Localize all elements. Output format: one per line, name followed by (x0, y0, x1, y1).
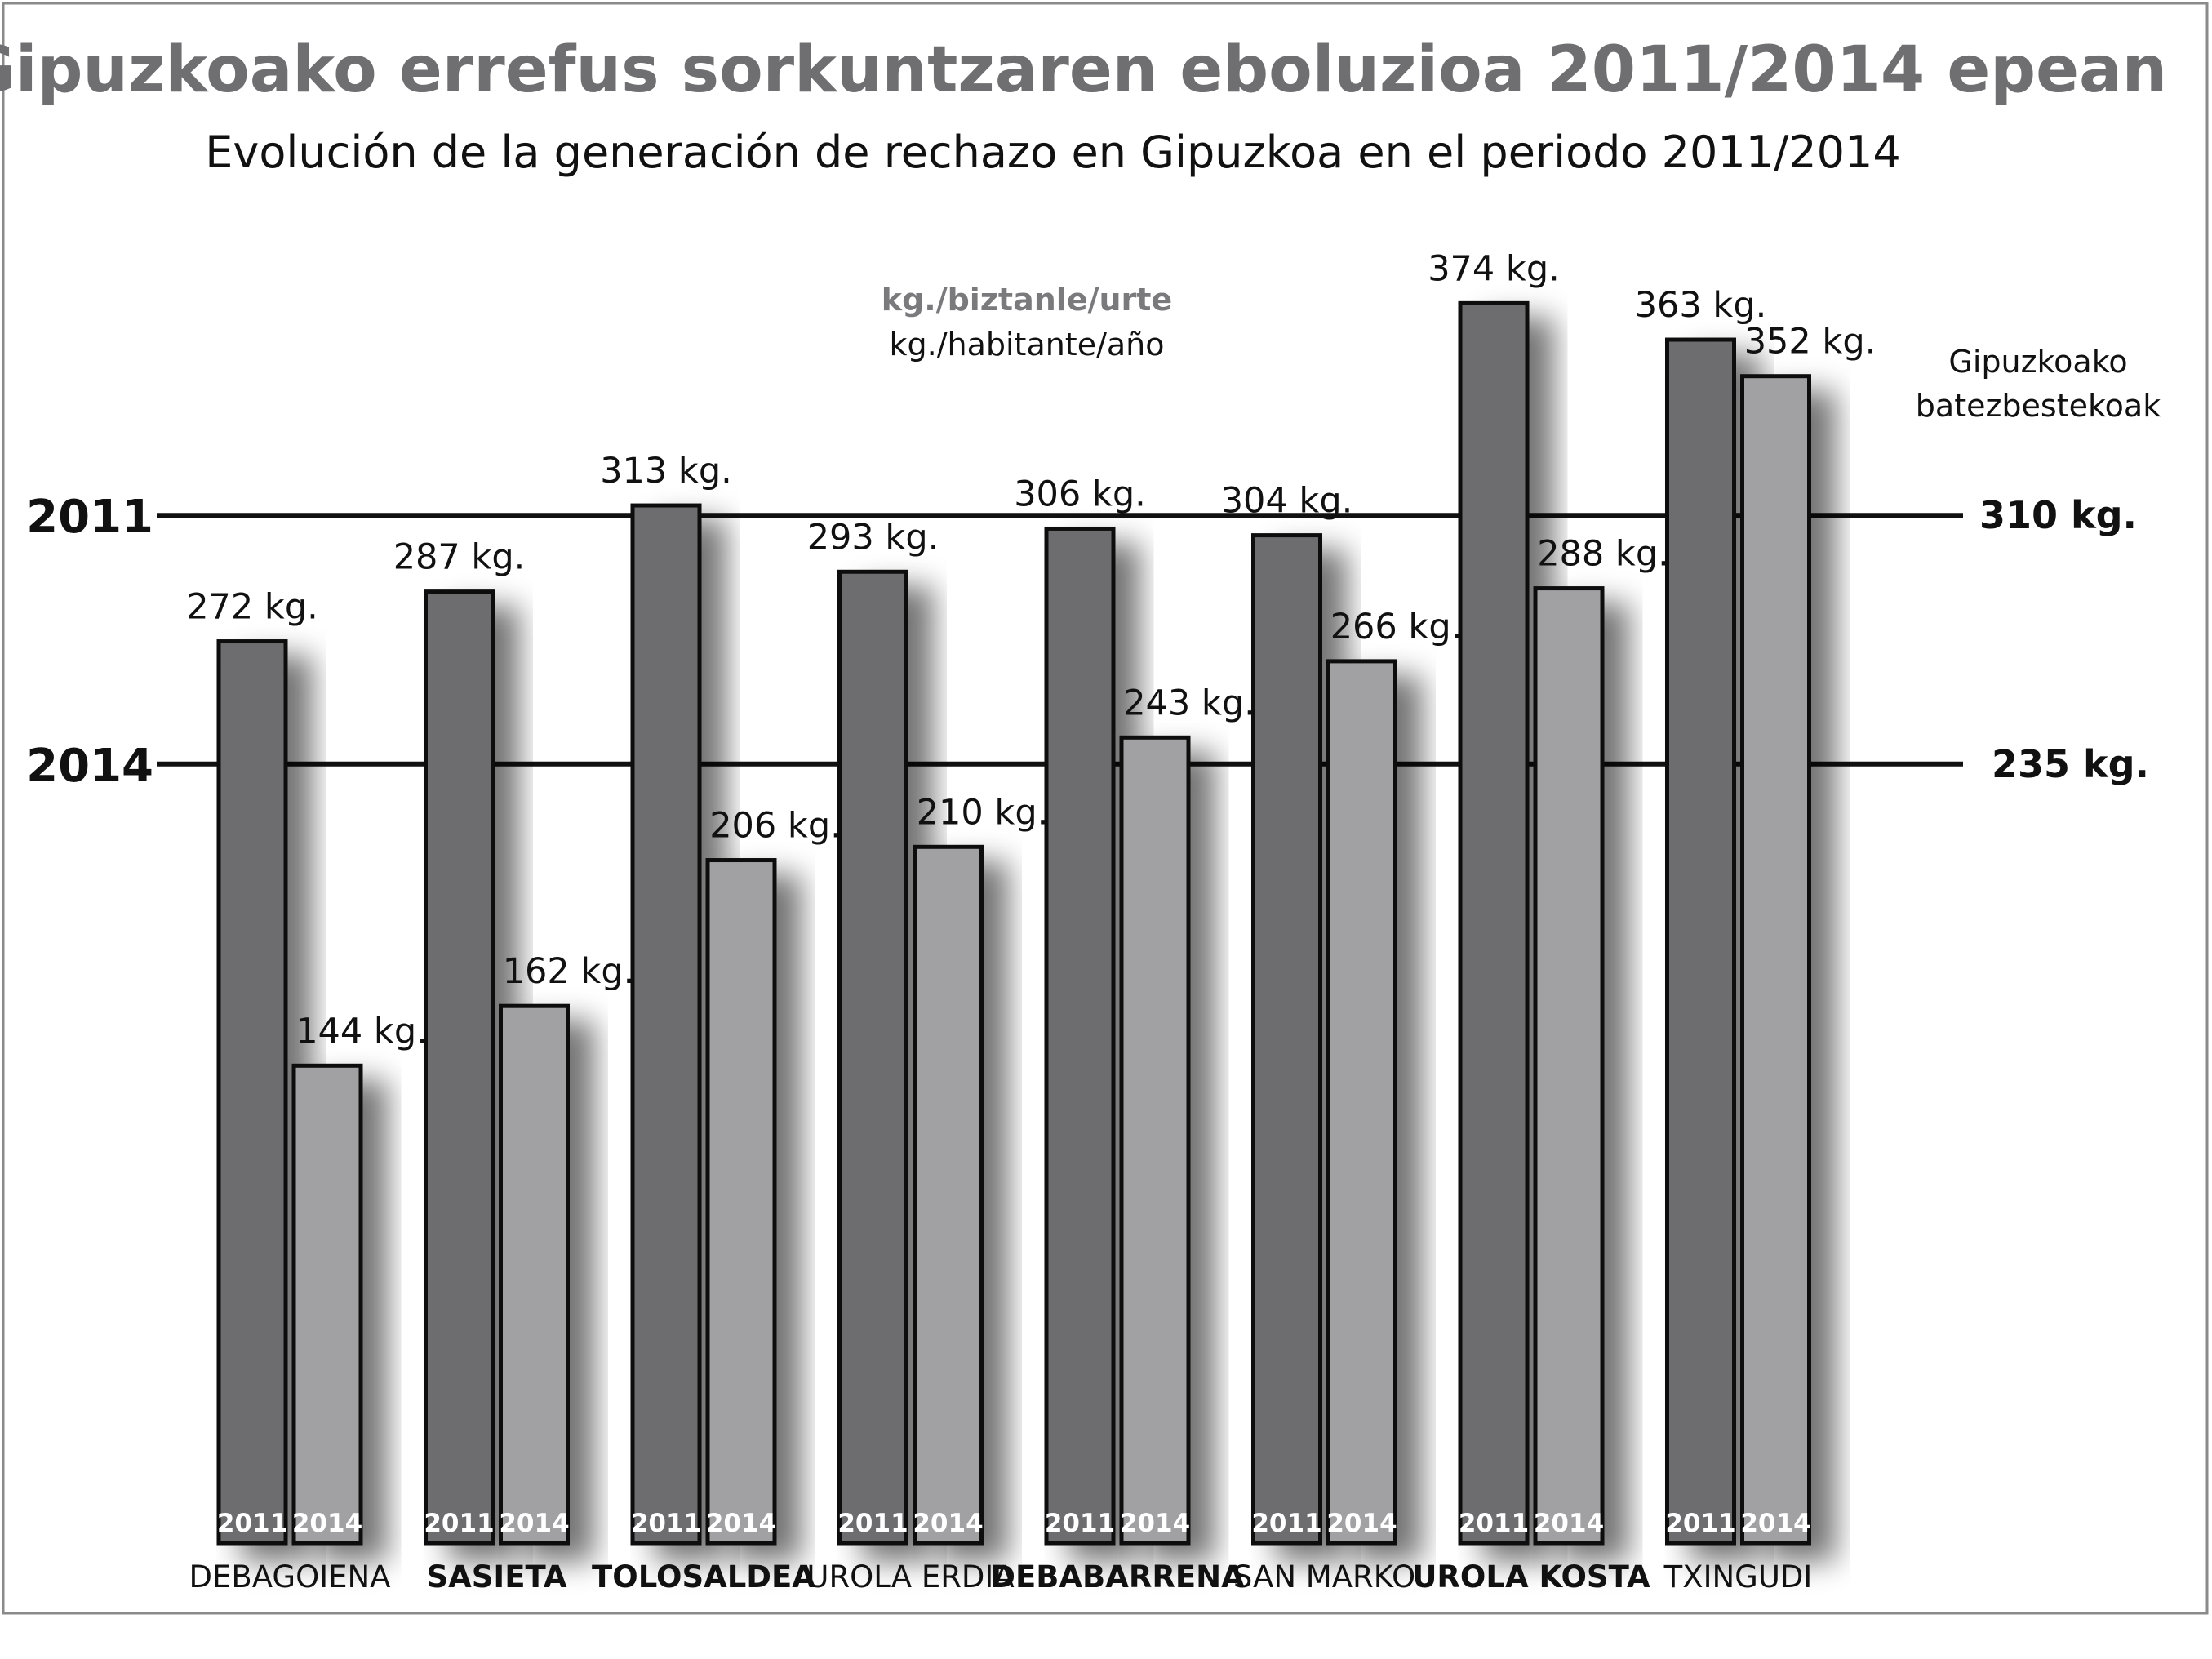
bar-year-tag: 2011 (837, 1509, 908, 1538)
reference-year-label-2011: 2011 (26, 491, 153, 544)
bar-year-tag: 2011 (631, 1509, 701, 1538)
bar-year-tag: 2014 (706, 1509, 776, 1538)
value-label: 293 kg. (807, 517, 939, 558)
value-label: 272 kg. (186, 587, 318, 628)
chart-subtitle: Evolución de la generación de rechazo en… (205, 127, 1900, 178)
value-label: 210 kg. (917, 792, 1049, 833)
bar-2011-debabarrena (1044, 526, 1116, 1546)
bar-year-tag: 2011 (1665, 1509, 1735, 1538)
category-label: DEBAGOIENA (189, 1559, 391, 1595)
bar-year-tag: 2014 (1326, 1509, 1397, 1538)
value-label: 352 kg. (1744, 322, 1877, 362)
unit-label-es: kg./habitante/año (889, 327, 1164, 362)
value-label: 243 kg. (1123, 683, 1255, 723)
value-label: 287 kg. (393, 537, 526, 578)
bar-year-tag: 2014 (499, 1509, 569, 1538)
value-label: 363 kg. (1635, 285, 1767, 326)
category-label: DEBABARRENA (990, 1559, 1245, 1595)
bar-year-tag: 2011 (217, 1509, 287, 1538)
bar-2011-tolosaldea (630, 503, 702, 1546)
bar-year-tag: 2014 (1534, 1509, 1604, 1538)
bar-2014-san-marko (1326, 659, 1397, 1546)
category-label: SAN MARKO (1233, 1559, 1415, 1595)
bar-2014-urola-erdia (913, 844, 984, 1546)
bar-year-tag: 2011 (424, 1509, 494, 1538)
value-label: 266 kg. (1330, 607, 1463, 647)
bar-year-tag: 2014 (1120, 1509, 1190, 1538)
bars: 2011 2014 2011 2014 2011 2014 2011 2014 2011 2014… (216, 300, 1811, 1546)
bar-year-tag: 2014 (292, 1509, 362, 1538)
bar-year-tag: 2011 (1459, 1509, 1529, 1538)
bar-2011-debagoiena (216, 639, 288, 1546)
value-label: 144 kg. (295, 1011, 428, 1052)
reference-caption-line1: Gipuzkoako (1948, 344, 2127, 380)
value-label: 313 kg. (600, 451, 732, 491)
bar-2011-san-marko (1251, 533, 1322, 1546)
bar-2014-sasieta (499, 1003, 570, 1546)
value-label: 288 kg. (1537, 534, 1669, 575)
bar-year-tag: 2014 (913, 1509, 983, 1538)
bar-year-tag: 2011 (1045, 1509, 1115, 1538)
bar-2014-txingudi (1740, 374, 1811, 1546)
bar-2011-urola-kosta (1458, 300, 1530, 1546)
reference-year-label-2014: 2014 (26, 740, 153, 793)
bar-2014-debabarrena (1119, 735, 1191, 1546)
bar-2014-tolosaldea (705, 858, 777, 1546)
value-label: 206 kg. (709, 806, 842, 847)
bar-year-tag: 2014 (1740, 1509, 1810, 1538)
reference-value-label-2014: 235 kg. (1992, 742, 2149, 786)
bar-2014-debagoiena (291, 1063, 363, 1546)
category-label: TOLOSALDEA (592, 1559, 815, 1595)
bar-2014-urola-kosta (1533, 586, 1605, 1546)
bar-year-tag: 2011 (1251, 1509, 1321, 1538)
reference-value-label-2011: 310 kg. (1979, 493, 2137, 537)
value-label: 306 kg. (1014, 474, 1146, 514)
bar-2011-sasieta (424, 589, 495, 1546)
unit-label-eu: kg./biztanle/urte (882, 282, 1172, 318)
category-label: TXINGUDI (1663, 1559, 1813, 1595)
category-label: UROLA KOSTA (1412, 1559, 1650, 1595)
reference-caption-line2: batezbestekoak (1916, 388, 2161, 424)
category-label: UROLA ERDIA (806, 1559, 1014, 1595)
reference-lines: 2011 310 kg. 2014 235 kg. (26, 491, 2149, 793)
chart-title: Gipuzkoako errefus sorkuntzaren eboluzio… (0, 33, 2167, 107)
category-label: SASIETA (427, 1559, 567, 1595)
bar-2011-urola-erdia (837, 569, 908, 1546)
value-labels: 272 kg. 144 kg. 287 kg. 162 kg. 313 kg. 206 k… (186, 248, 1876, 1052)
value-label: 304 kg. (1221, 481, 1353, 522)
value-label: 374 kg. (1428, 248, 1560, 289)
value-label: 162 kg. (503, 951, 635, 992)
bar-2011-txingudi (1665, 337, 1736, 1546)
